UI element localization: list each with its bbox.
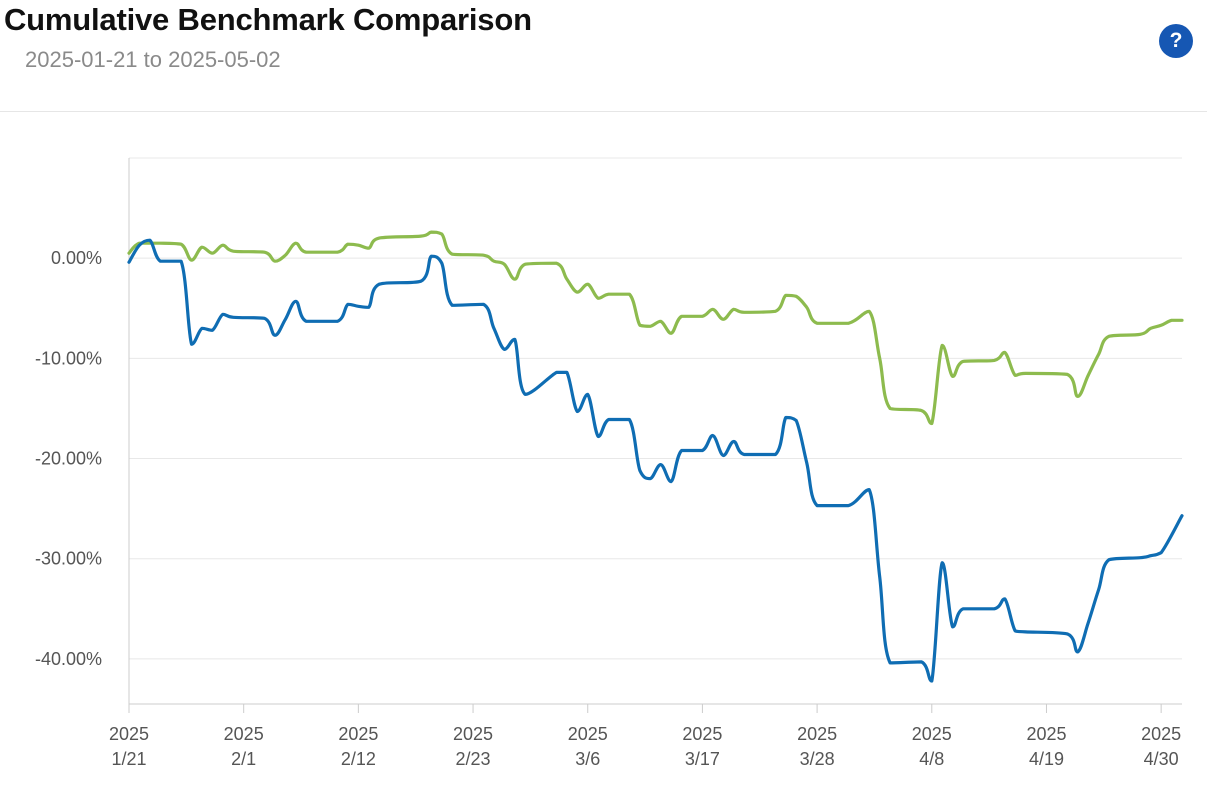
series-line-2	[127, 230, 1184, 426]
x-axis	[128, 158, 1182, 713]
date-range-subtitle: 2025-01-21 to 2025-05-02	[25, 47, 281, 72]
series-line-1	[127, 238, 1184, 683]
x-tick-date: 3/17	[685, 749, 720, 769]
x-tick-date: 2/1	[231, 749, 256, 769]
x-tick-year: 2025	[1141, 724, 1181, 744]
chart-title: Cumulative Benchmark Comparison	[4, 2, 532, 37]
y-tick-label: -30.00%	[35, 549, 102, 569]
x-tick-date: 4/19	[1029, 749, 1064, 769]
x-tick-year: 2025	[682, 724, 722, 744]
x-tick-year: 2025	[568, 724, 608, 744]
x-tick-year: 2025	[109, 724, 149, 744]
chart-header: Cumulative Benchmark Comparison 2025-01-…	[0, 0, 1207, 112]
help-question-icon[interactable]: ?	[1159, 24, 1193, 58]
x-tick-year: 2025	[797, 724, 837, 744]
chart-series	[127, 230, 1184, 683]
x-tick-year: 2025	[1026, 724, 1066, 744]
x-tick-year: 2025	[912, 724, 952, 744]
x-tick-year: 2025	[338, 724, 378, 744]
y-tick-label: -40.00%	[35, 649, 102, 669]
y-tick-label: 0.00%	[51, 248, 102, 268]
chart-gridlines	[129, 157, 1182, 660]
x-axis-labels: 2025 1/21 2025 2/1 2025 2/12 2025 2/23 2025 3/6 20…	[109, 724, 1181, 769]
x-tick-date: 1/21	[111, 749, 146, 769]
x-tick-date: 2/12	[341, 749, 376, 769]
x-tick-date: 2/23	[456, 749, 491, 769]
x-tick-year: 2025	[224, 724, 264, 744]
x-tick-date: 4/8	[919, 749, 944, 769]
y-tick-label: -10.00%	[35, 348, 102, 368]
x-tick-year: 2025	[453, 724, 493, 744]
x-tick-date: 3/28	[800, 749, 835, 769]
x-tick-date: 4/30	[1144, 749, 1179, 769]
x-tick-date: 3/6	[575, 749, 600, 769]
y-tick-label: -20.00%	[35, 449, 102, 469]
y-axis-labels: 0.00% -10.00% -20.00% -30.00% -40.00%	[35, 248, 102, 669]
